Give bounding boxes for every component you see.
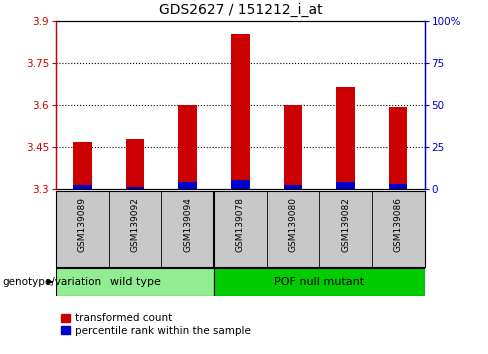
Text: GSM139080: GSM139080: [288, 197, 298, 252]
Bar: [389, 184, 407, 189]
Bar: [126, 187, 144, 189]
Text: wild type: wild type: [110, 277, 161, 287]
Bar: [179, 182, 197, 189]
Bar: [231, 34, 249, 189]
Bar: [389, 107, 407, 189]
Bar: [179, 105, 197, 189]
Text: GSM139092: GSM139092: [131, 197, 140, 252]
Bar: [73, 185, 92, 189]
Text: POF null mutant: POF null mutant: [274, 277, 365, 287]
Text: GSM139089: GSM139089: [78, 197, 87, 252]
Bar: [336, 182, 355, 189]
Bar: [73, 142, 92, 189]
Bar: [284, 185, 302, 189]
Text: genotype/variation: genotype/variation: [2, 277, 102, 287]
Bar: [214, 268, 425, 296]
Legend: transformed count, percentile rank within the sample: transformed count, percentile rank withi…: [61, 313, 251, 336]
Title: GDS2627 / 151212_i_at: GDS2627 / 151212_i_at: [159, 3, 322, 17]
Bar: [336, 87, 355, 189]
Bar: [56, 268, 214, 296]
Bar: [284, 105, 302, 189]
Bar: [231, 179, 249, 189]
Text: GSM139082: GSM139082: [341, 197, 350, 252]
Text: GSM139094: GSM139094: [183, 197, 192, 252]
Bar: [126, 139, 144, 189]
Text: GSM139086: GSM139086: [394, 197, 403, 252]
Text: GSM139078: GSM139078: [236, 197, 245, 252]
